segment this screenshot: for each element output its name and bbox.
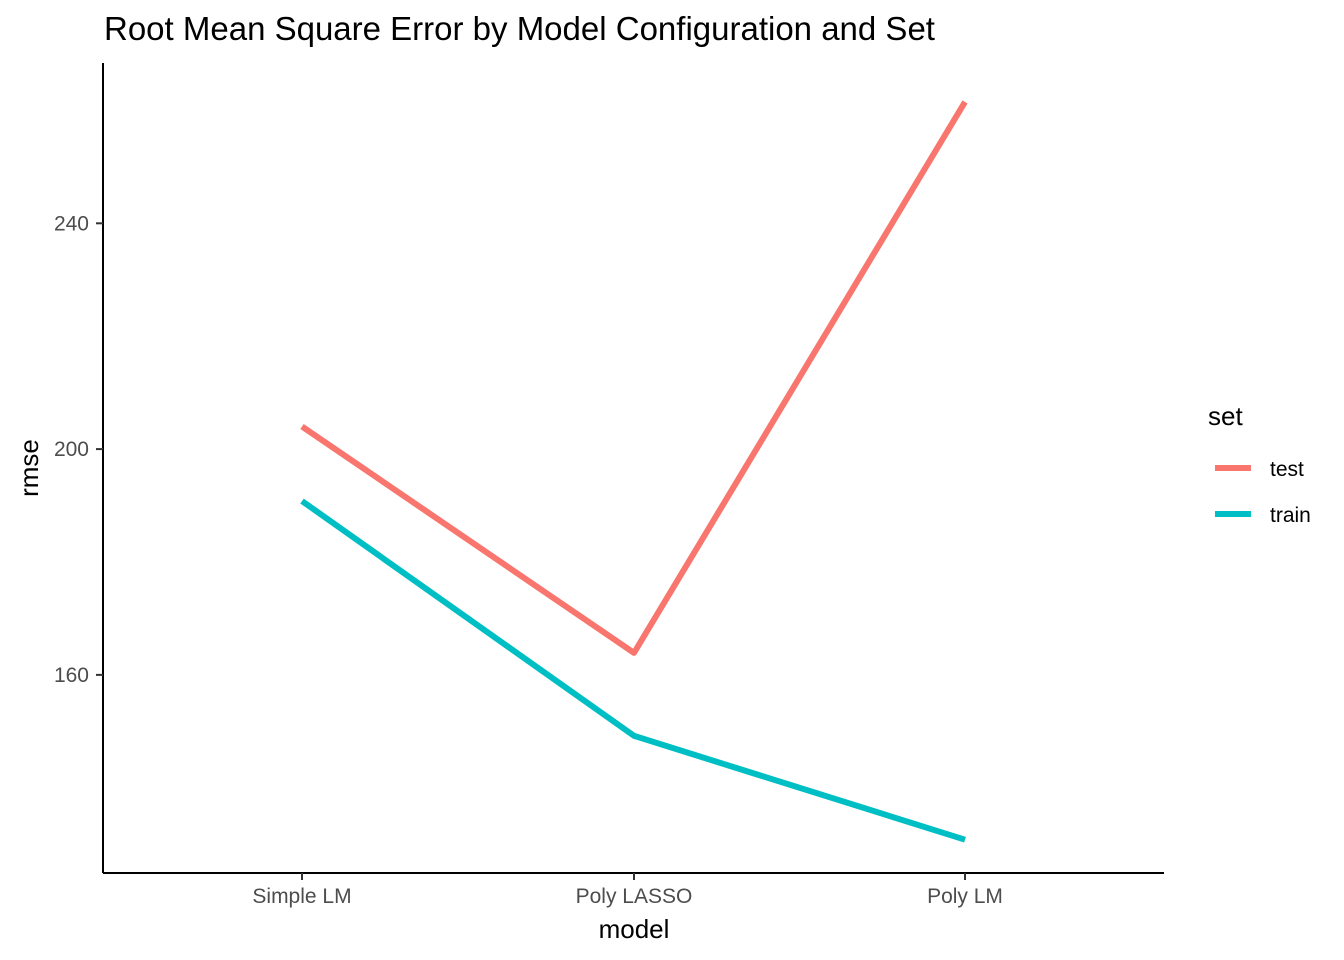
y-tick-label: 160 bbox=[54, 664, 89, 687]
legend-label-test: test bbox=[1270, 458, 1304, 481]
legend-title: set bbox=[1208, 401, 1243, 431]
x-tick-label: Poly LASSO bbox=[576, 885, 693, 908]
x-axis-ticks: Simple LM Poly LASSO Poly LM bbox=[252, 873, 1003, 908]
chart-title: Root Mean Square Error by Model Configur… bbox=[104, 10, 935, 47]
y-axis-ticks: 160 200 240 bbox=[54, 212, 103, 687]
y-tick-label: 200 bbox=[54, 438, 89, 461]
legend: set test train bbox=[1208, 401, 1311, 527]
y-axis-title: rmse bbox=[14, 439, 44, 497]
x-tick-label: Simple LM bbox=[252, 885, 351, 908]
series-line-train bbox=[300, 498, 966, 843]
legend-label-train: train bbox=[1270, 504, 1311, 527]
series-line-test bbox=[300, 100, 968, 656]
legend-items: test train bbox=[1215, 458, 1311, 527]
x-tick-label: Poly LM bbox=[927, 885, 1003, 908]
x-axis-title: model bbox=[599, 914, 670, 944]
y-tick-label: 240 bbox=[54, 212, 89, 235]
series-lines bbox=[300, 100, 968, 843]
